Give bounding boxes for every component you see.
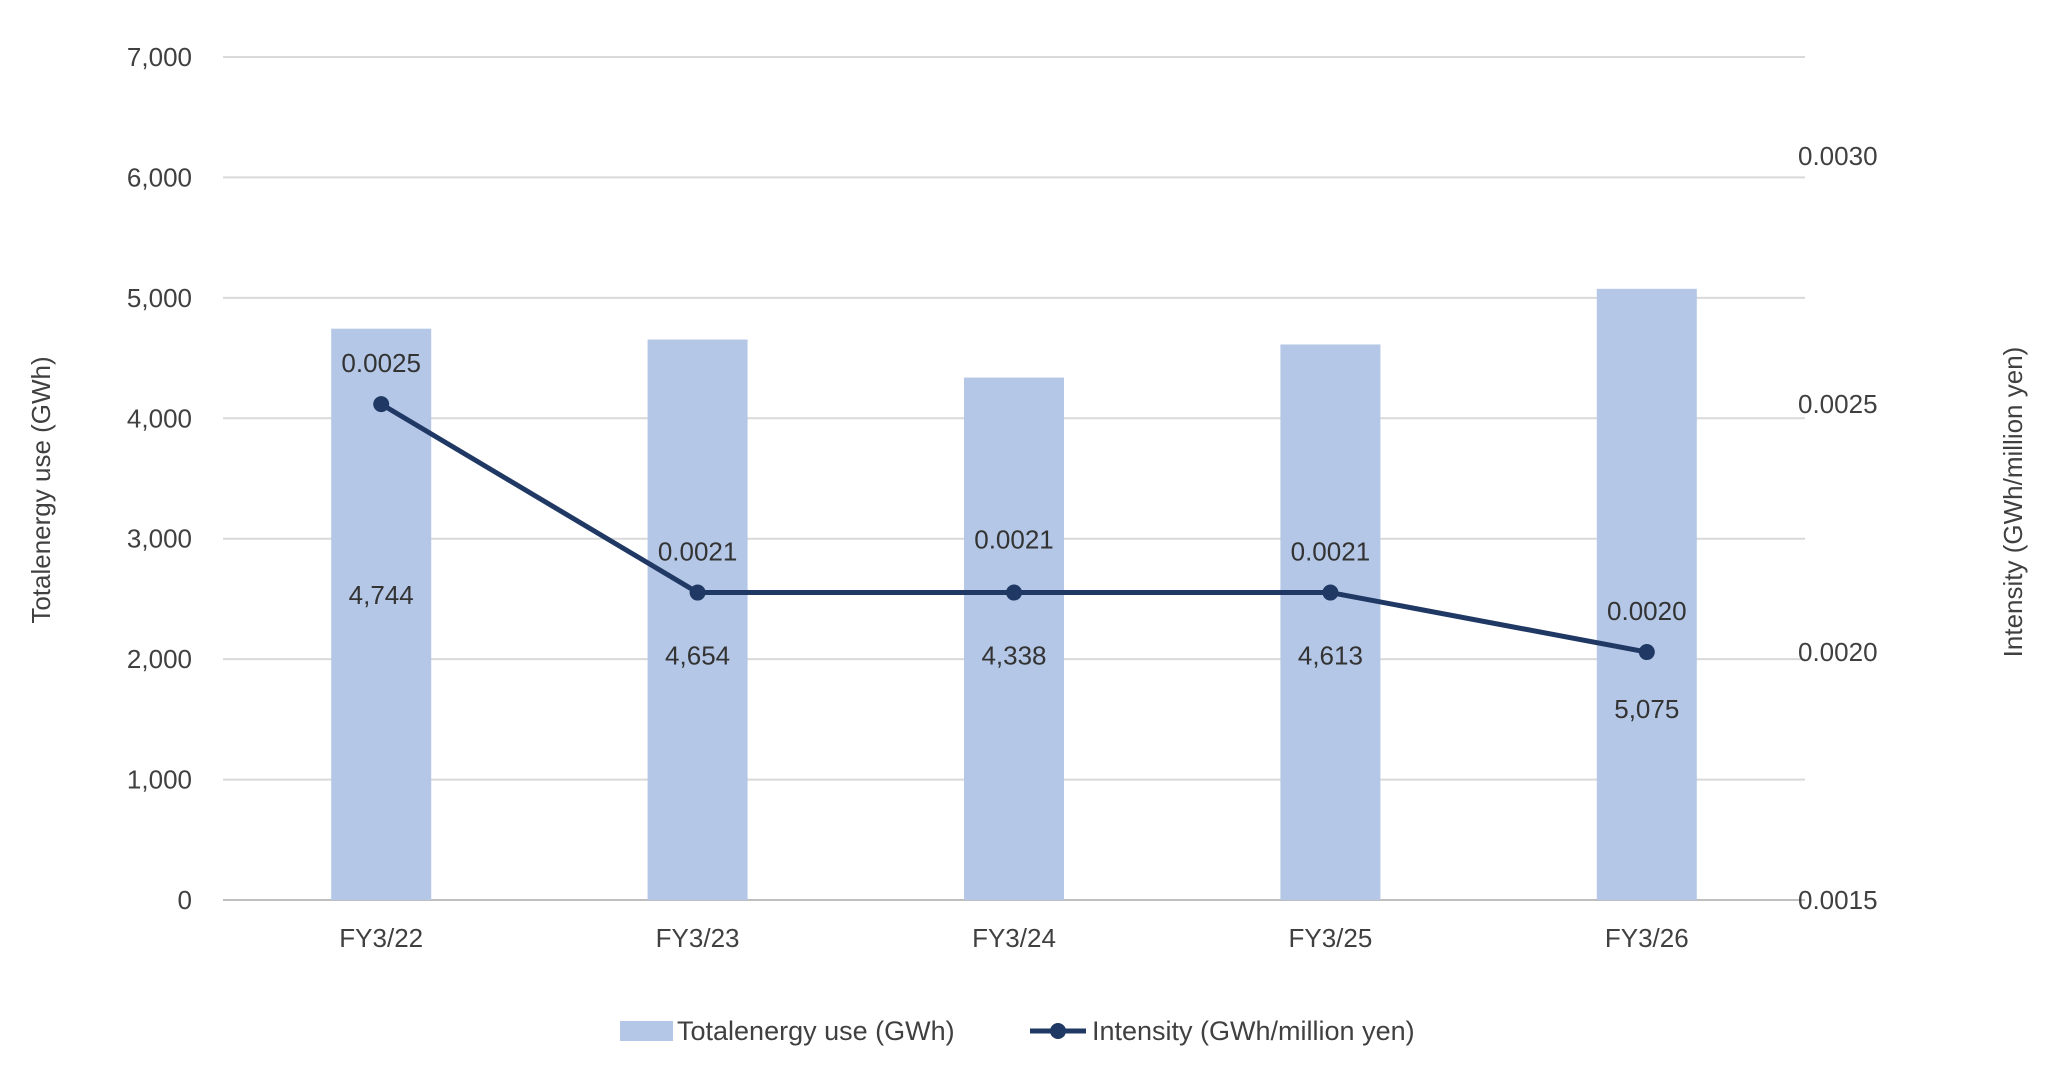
intensity-line-series xyxy=(373,396,1655,661)
intensity-data-label: 0.0021 xyxy=(974,525,1054,555)
intensity-data-label: 0.0021 xyxy=(1291,537,1371,567)
y-tick-label: 3,000 xyxy=(127,524,192,554)
bar-data-label: 4,613 xyxy=(1298,641,1363,671)
intensity-data-label: 0.0021 xyxy=(658,537,738,567)
x-tick-label: FY3/24 xyxy=(972,923,1056,953)
legend-label-bar: Totalenergy use (GWh) xyxy=(677,1016,955,1046)
intensity-marker xyxy=(1006,584,1022,601)
x-tick-label: FY3/23 xyxy=(656,923,740,953)
intensity-data-label: 0.0025 xyxy=(341,348,421,378)
y2-tick-label: 0.0020 xyxy=(1798,637,1878,667)
bar-data-label: 4,338 xyxy=(981,641,1046,671)
y-tick-label: 7,000 xyxy=(127,42,192,72)
legend-label-line: Intensity (GWh/million yen) xyxy=(1092,1016,1415,1046)
intensity-marker xyxy=(1638,644,1655,661)
bar xyxy=(964,377,1064,900)
x-tick-label: FY3/26 xyxy=(1605,923,1689,953)
bar-data-label: 5,075 xyxy=(1614,694,1679,724)
bar xyxy=(1280,344,1381,900)
y-tick-label: 4,000 xyxy=(127,403,192,433)
y-tick-label: 6,000 xyxy=(127,162,192,192)
bar xyxy=(1596,288,1697,900)
y2-axis-title: Intensity (GWh/million yen) xyxy=(1998,347,2028,658)
y2-tick-label: 0.0030 xyxy=(1798,141,1878,171)
legend: Totalenergy use (GWh) Intensity (GWh/mill… xyxy=(620,1016,1415,1046)
y2-tick-label: 0.0025 xyxy=(1798,389,1878,419)
legend-swatch-bar xyxy=(620,1021,673,1041)
data-labels: 0.0025 4,744 0.0021 4,654 0.0021 4,338 0.0021 4… xyxy=(341,348,1686,724)
intensity-marker xyxy=(1322,584,1339,601)
y-tick-label: 1,000 xyxy=(127,765,192,795)
intensity-marker xyxy=(373,396,390,413)
y2-tick-label: 0.0015 xyxy=(1798,885,1878,915)
y-tick-label: 5,000 xyxy=(127,283,192,313)
bar-data-label: 4,654 xyxy=(665,641,730,671)
bar xyxy=(331,328,432,900)
y-tick-label: 2,000 xyxy=(127,644,192,674)
intensity-marker xyxy=(689,584,706,601)
y-axis-title: Totalenergy use (GWh) xyxy=(26,356,56,623)
legend-swatch-marker xyxy=(1050,1023,1066,1039)
axes: 0 1,000 2,000 3,000 4,000 5,000 6,000 7,000 0.00… xyxy=(26,42,2028,953)
x-tick-label: FY3/25 xyxy=(1288,923,1372,953)
bar-data-label: 4,744 xyxy=(349,580,414,610)
intensity-data-label: 0.0020 xyxy=(1607,596,1687,626)
y-tick-label: 0 xyxy=(178,885,192,915)
x-tick-label: FY3/22 xyxy=(339,923,423,953)
bar xyxy=(647,339,748,901)
